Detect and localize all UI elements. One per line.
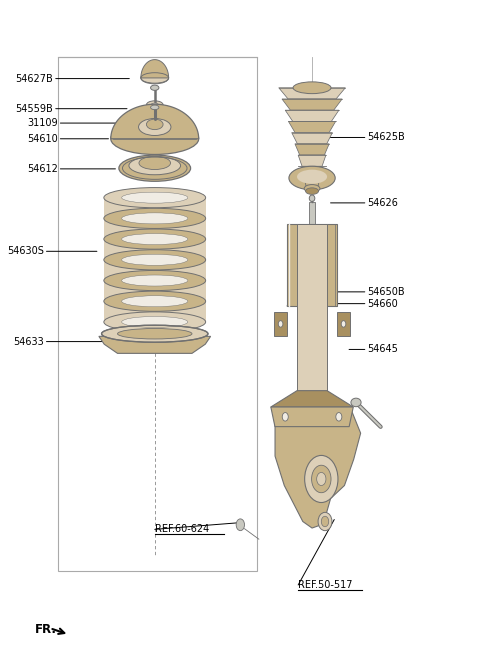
Polygon shape [337,312,350,336]
Ellipse shape [146,101,163,108]
Ellipse shape [151,85,159,91]
Ellipse shape [341,321,346,327]
Ellipse shape [104,291,205,311]
Ellipse shape [129,156,180,175]
Text: REF.60-624: REF.60-624 [155,524,209,534]
Text: 54625B: 54625B [331,133,405,143]
Ellipse shape [121,296,188,307]
Ellipse shape [121,192,188,203]
Ellipse shape [304,185,320,193]
Text: 54610: 54610 [27,134,108,144]
Polygon shape [298,155,326,166]
Ellipse shape [317,472,326,486]
Ellipse shape [278,321,283,327]
Ellipse shape [104,188,205,208]
Ellipse shape [148,118,161,124]
Ellipse shape [305,455,338,503]
Ellipse shape [118,328,192,339]
Polygon shape [141,60,168,78]
Ellipse shape [146,119,163,129]
Ellipse shape [139,118,171,135]
Ellipse shape [139,156,170,170]
Text: 54612: 54612 [27,164,115,174]
Polygon shape [279,88,346,99]
Ellipse shape [119,155,191,181]
Ellipse shape [282,413,288,421]
Ellipse shape [121,234,188,244]
Ellipse shape [151,103,158,106]
Polygon shape [305,179,320,189]
Text: 54650B: 54650B [331,287,405,297]
Ellipse shape [151,105,159,110]
Polygon shape [292,133,333,144]
Bar [58,57,256,570]
Polygon shape [274,312,287,336]
Ellipse shape [289,166,335,190]
Polygon shape [275,401,360,528]
Text: REF.50-517: REF.50-517 [298,580,353,590]
Polygon shape [310,202,315,281]
Bar [297,225,327,391]
Text: 54633: 54633 [13,336,102,347]
Polygon shape [282,99,342,110]
Ellipse shape [236,519,244,531]
Polygon shape [271,391,353,407]
Ellipse shape [104,208,205,229]
Polygon shape [295,144,329,155]
Ellipse shape [104,271,205,290]
Ellipse shape [121,254,188,265]
Text: 54626: 54626 [331,198,398,208]
Ellipse shape [121,317,188,327]
Text: 54559B: 54559B [15,104,127,114]
Ellipse shape [104,229,205,249]
Ellipse shape [321,516,329,527]
Text: 54627B: 54627B [15,74,129,83]
Ellipse shape [297,170,327,184]
Ellipse shape [141,72,168,84]
Ellipse shape [306,188,319,194]
Text: 54630S: 54630S [7,246,97,256]
Ellipse shape [312,465,331,493]
Ellipse shape [293,82,331,94]
Bar [287,225,337,306]
Text: 54660: 54660 [331,299,398,309]
Polygon shape [288,122,336,133]
Text: FR.: FR. [35,623,57,636]
Ellipse shape [318,512,332,531]
Ellipse shape [104,312,205,332]
Ellipse shape [336,413,342,421]
Ellipse shape [111,123,199,154]
Polygon shape [104,198,205,322]
Polygon shape [287,281,337,306]
Polygon shape [285,110,339,122]
Ellipse shape [104,250,205,270]
Text: 31109: 31109 [27,118,122,128]
Ellipse shape [351,398,361,407]
Polygon shape [99,336,211,353]
Text: 54645: 54645 [349,344,398,354]
Ellipse shape [121,213,188,224]
Ellipse shape [309,195,315,202]
Ellipse shape [121,275,188,286]
Polygon shape [111,104,199,139]
Polygon shape [271,407,353,426]
Ellipse shape [102,325,208,342]
